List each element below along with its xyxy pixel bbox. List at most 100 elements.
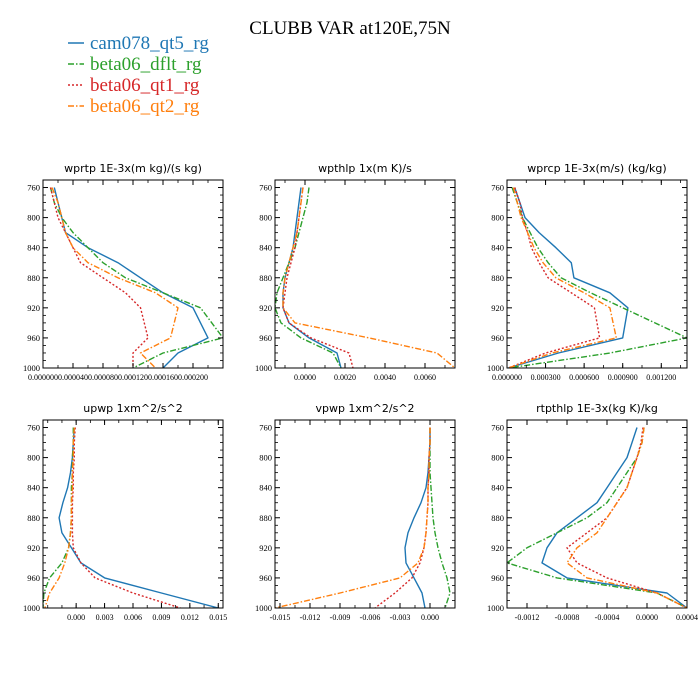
x-tick-label: 0.000120 xyxy=(118,373,148,382)
x-tick-label: 0.001200 xyxy=(646,373,676,382)
x-tick-label: -0.0004 xyxy=(595,613,620,622)
x-tick-label: 0.0004 xyxy=(676,613,698,622)
series-line-cam078_qt5_rg xyxy=(541,427,687,608)
x-tick-label: -0.0012 xyxy=(515,613,540,622)
x-tick-label: 0.000600 xyxy=(569,373,599,382)
series-line-cam078_qt5_rg xyxy=(508,187,629,368)
series-line-cam078_qt5_rg xyxy=(282,187,342,368)
y-tick-label: 760 xyxy=(27,423,40,433)
y-tick-label: 960 xyxy=(259,333,272,343)
x-tick-label: 0.0060 xyxy=(414,373,436,382)
x-tick-label: 0.003 xyxy=(96,613,114,622)
x-tick-label: 0.006 xyxy=(124,613,142,622)
x-tick-label: -0.012 xyxy=(300,613,321,622)
y-tick-label: 920 xyxy=(491,303,504,313)
y-tick-label: 800 xyxy=(27,213,40,223)
series-line-beta06_qt2_rg xyxy=(508,187,617,368)
plot-frame xyxy=(42,419,224,609)
x-tick-label: 0.012 xyxy=(181,613,199,622)
legend-label: cam078_qt5_rg xyxy=(90,33,209,54)
plot-frame xyxy=(274,179,456,369)
x-tick-label: 0.0040 xyxy=(374,373,396,382)
series-line-beta06_qt2_rg xyxy=(282,187,455,368)
y-tick-label: 960 xyxy=(259,573,272,583)
y-tick-label: 1000 xyxy=(23,363,40,373)
x-tick-label: 0.000080 xyxy=(88,373,118,382)
panel-title: wprtp 1E-3x(m kg)/(s kg) xyxy=(64,162,202,175)
panel-title: upwp 1xm^2/s^2 xyxy=(83,402,183,415)
x-tick-label: 0.000000 xyxy=(492,373,522,382)
series-line-beta06_qt2_rg xyxy=(44,427,75,608)
series-line-beta06_qt2_rg xyxy=(51,187,179,368)
y-tick-label: 920 xyxy=(491,543,504,553)
y-tick-label: 800 xyxy=(259,213,272,223)
y-tick-label: 1000 xyxy=(23,603,40,613)
panel-5: vpwp 1xm^2/s^27608008408809209601000-0.0… xyxy=(255,402,456,622)
series-line-beta06_qt1_rg xyxy=(508,187,601,368)
figure-title: CLUBB VAR at120E,75N xyxy=(249,18,451,39)
panel-2: wpthlp 1x(m K)/s 760 800 840 880 920 960 1000 0.… xyxy=(255,162,456,382)
x-tick-label: 0.000040 xyxy=(58,373,88,382)
y-tick-label: 840 xyxy=(27,483,40,493)
y-tick-label: 840 xyxy=(259,243,272,253)
legend-label: beta06_dflt_rg xyxy=(90,54,202,75)
x-tick-label: 0.0000 xyxy=(636,613,658,622)
x-tick-label: 0.000300 xyxy=(531,373,561,382)
y-tick-label: 960 xyxy=(27,573,40,583)
x-tick-label: -0.003 xyxy=(390,613,411,622)
panel-6: rtpthlp 1E-3x(kg K)/kg 760 800 840 880 920 960… xyxy=(487,402,698,622)
y-tick-label: 800 xyxy=(491,453,504,463)
x-tick-label: -0.009 xyxy=(330,613,351,622)
x-tick-label: 0.000 xyxy=(67,613,85,622)
y-tick-label: 880 xyxy=(259,273,272,283)
plot-frame xyxy=(506,179,688,369)
y-tick-label: 840 xyxy=(491,483,504,493)
panel-title: vpwp 1xm^2/s^2 xyxy=(315,402,414,415)
x-tick-label: 0.000200 xyxy=(178,373,208,382)
x-tick-label: 0.015 xyxy=(209,613,227,622)
series-line-beta06_qt2_rg xyxy=(566,427,687,608)
x-tick-label: -0.015 xyxy=(270,613,291,622)
y-tick-label: 760 xyxy=(491,183,504,193)
x-tick-label: 0.000900 xyxy=(608,373,638,382)
x-tick-label: -0.0008 xyxy=(555,613,580,622)
panels: wprtp 1E-3x(m kg)/(s kg) 760 800 840 880 920 9… xyxy=(23,162,698,622)
y-tick-label: 800 xyxy=(491,213,504,223)
x-tick-label: 0.000160 xyxy=(148,373,178,382)
series-line-beta06_dflt_rg xyxy=(429,427,451,608)
x-tick-label: 0.0020 xyxy=(334,373,356,382)
y-tick-label: 840 xyxy=(259,483,272,493)
y-tick-label: 840 xyxy=(491,243,504,253)
series-line-beta06_dflt_rg xyxy=(507,427,687,608)
panel-4: upwp 1xm^2/s^2 760 800 840 880 920 960 1000 0.00… xyxy=(23,402,227,622)
y-tick-label: 960 xyxy=(491,333,504,343)
y-tick-label: 1000 xyxy=(487,363,504,373)
series-line-beta06_qt1_rg xyxy=(374,427,431,608)
x-tick-label: 0.000 xyxy=(421,613,439,622)
plot-frame xyxy=(506,419,688,609)
series-line-beta06_dflt_rg xyxy=(275,187,342,368)
series-line-beta06_qt1_rg xyxy=(49,187,149,368)
legend: cam078_qt5_rgbeta06_dflt_rgbeta06_qt1_rg… xyxy=(68,33,209,117)
y-tick-label: 840 xyxy=(27,243,40,253)
y-tick-label: 760 xyxy=(491,423,504,433)
series-line-beta06_qt1_rg xyxy=(282,187,354,368)
y-tick-label: 1000 xyxy=(487,603,504,613)
legend-label: beta06_qt1_rg xyxy=(90,75,200,96)
y-tick-label: 1000 xyxy=(255,363,272,373)
y-tick-label: 920 xyxy=(259,543,272,553)
series-line-cam078_qt5_rg xyxy=(53,187,209,368)
panel-3: wprcp 1E-3x(m/s) (kg/kg) 760 800 840 880 920 9… xyxy=(487,162,688,382)
panel-title: wprcp 1E-3x(m/s) (kg/kg) xyxy=(527,162,666,175)
y-tick-label: 800 xyxy=(259,453,272,463)
y-tick-label: 960 xyxy=(27,333,40,343)
y-tick-label: 880 xyxy=(491,273,504,283)
y-tick-label: 760 xyxy=(259,183,272,193)
series-line-beta06_dflt_rg xyxy=(508,187,687,368)
series-line-cam078_qt5_rg xyxy=(404,427,431,608)
y-tick-label: 880 xyxy=(27,513,40,523)
panel-title: wpthlp 1x(m K)/s xyxy=(318,162,412,175)
x-tick-label: 0.009 xyxy=(152,613,170,622)
x-tick-label: 0.000000 xyxy=(28,373,58,382)
